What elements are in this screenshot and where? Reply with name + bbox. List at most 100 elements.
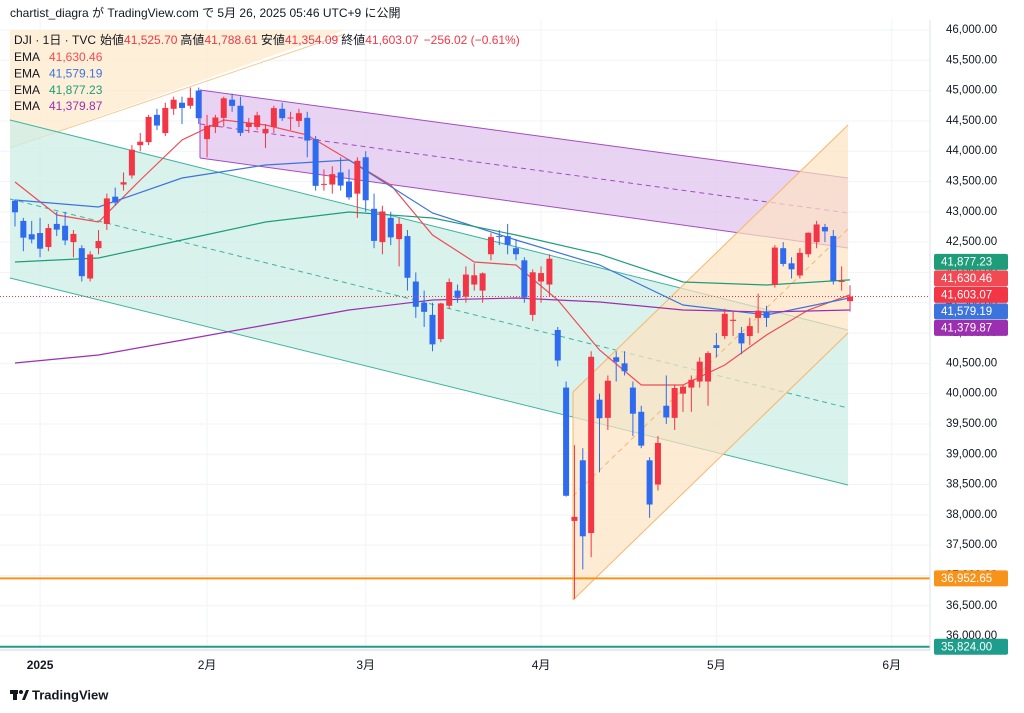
candle-body — [262, 128, 269, 134]
price-badge-bg — [934, 270, 1008, 287]
candle-body — [362, 157, 369, 201]
candle-body — [563, 387, 570, 496]
price-badge: 41,603.07 — [941, 289, 992, 301]
y-tick-label: 43,000.00 — [946, 206, 997, 218]
candle-body — [354, 160, 361, 194]
candle-body — [446, 282, 453, 306]
candle-body — [304, 117, 311, 141]
candle-body — [204, 125, 211, 140]
candle-body — [387, 217, 394, 238]
candle-body — [471, 275, 478, 285]
candle-body — [796, 252, 803, 276]
low-label: 安値 — [261, 32, 285, 47]
candle-body — [621, 363, 628, 372]
candle-body — [312, 139, 319, 186]
candle-body — [137, 141, 144, 146]
candle-body — [12, 200, 18, 213]
candle-body — [270, 108, 277, 127]
candle-body — [696, 361, 703, 382]
channel-line — [572, 332, 849, 601]
x-tick-label: 2025 — [27, 658, 54, 672]
candle-body — [162, 107, 169, 134]
legend: EMA 41,630.46 EMA 41,579.19 EMA 41,877.23 EMA 4… — [14, 50, 103, 113]
candle-body — [229, 99, 236, 106]
candle-body — [371, 208, 378, 241]
x-tick-label: 3月 — [356, 658, 375, 672]
candle-body — [771, 247, 778, 285]
y-tick-label: 38,000.00 — [946, 509, 997, 521]
y-tick-label: 40,000.00 — [946, 388, 997, 400]
legend-name: EMA — [14, 83, 40, 97]
candle-body — [638, 411, 645, 446]
candle-body — [95, 241, 102, 249]
candle-body — [195, 90, 202, 119]
legend-value: 41,579.19 — [49, 66, 103, 80]
price-badge: 41,630.46 — [941, 273, 992, 285]
candle-body — [780, 248, 787, 264]
candle-body — [479, 273, 486, 291]
logo-part — [22, 690, 29, 700]
candle-body — [821, 226, 828, 232]
price-axis: 46,000.00 45,500.00 45,000.00 44,500.00 44,0… — [934, 24, 1008, 655]
candle-body — [279, 108, 286, 119]
candle-body — [346, 181, 352, 198]
candle-body — [379, 211, 386, 243]
candle-body — [412, 281, 419, 307]
y-tick-label: 39,500.00 — [946, 418, 997, 430]
candle-body — [663, 405, 670, 418]
candle-body — [755, 310, 762, 318]
candle-body — [212, 117, 219, 127]
candle-body — [730, 319, 737, 321]
credit: chartist_diagra が TradingView.com で 5月 2… — [10, 5, 401, 20]
candle-body — [187, 97, 194, 106]
candle-body — [713, 345, 720, 348]
channel-line — [9, 33, 346, 149]
price-badge-bg — [934, 319, 1008, 336]
candle-body — [613, 357, 620, 362]
legend-value: 41,877.23 — [49, 83, 103, 97]
price-badge: 41,379.87 — [941, 322, 992, 334]
low-value: 41,354.09 — [285, 33, 339, 47]
candle-body — [70, 233, 77, 243]
candle-body — [496, 236, 503, 238]
legend-value: 41,379.87 — [49, 99, 103, 113]
candle-body — [237, 105, 244, 133]
candle-body — [504, 236, 511, 245]
y-tick-label: 44,500.00 — [946, 115, 997, 127]
candle-body — [813, 224, 820, 243]
candle-body — [179, 102, 185, 108]
symbol: DJI · 1日 · TVC — [14, 33, 96, 47]
candle-body — [20, 220, 27, 238]
channel-line — [199, 89, 849, 179]
legend-name: EMA — [14, 50, 40, 64]
candle-body — [654, 442, 661, 485]
candle-body — [254, 115, 261, 127]
change: −256.02 (−0.61%) — [424, 33, 520, 47]
candle-body — [705, 353, 712, 382]
y-tick-label: 37,500.00 — [946, 539, 997, 551]
open-label: 始値 — [100, 32, 124, 47]
candle-body — [437, 303, 444, 340]
x-tick-label: 4月 — [532, 658, 551, 672]
candle-body — [245, 122, 252, 127]
close-label: 終値 — [341, 32, 365, 47]
x-tick-label: 5月 — [707, 658, 726, 672]
candle-body — [120, 182, 127, 185]
candle-body — [153, 114, 160, 126]
candle-body — [421, 302, 428, 312]
y-tick-label: 42,500.00 — [946, 236, 997, 248]
y-tick-label: 45,000.00 — [946, 85, 997, 97]
y-tick-label: 38,500.00 — [946, 479, 997, 491]
candle-body — [337, 172, 344, 186]
candle-body — [28, 234, 35, 240]
high-value: 41,788.61 — [204, 33, 258, 47]
candle-body — [588, 356, 595, 534]
candle-body — [746, 326, 753, 337]
price-line-badge-bg — [934, 638, 1008, 655]
candle-body — [596, 399, 603, 419]
candle-body — [220, 98, 227, 118]
candle-body — [487, 237, 494, 255]
candle-body — [103, 198, 110, 224]
brand-logo — [10, 690, 29, 700]
